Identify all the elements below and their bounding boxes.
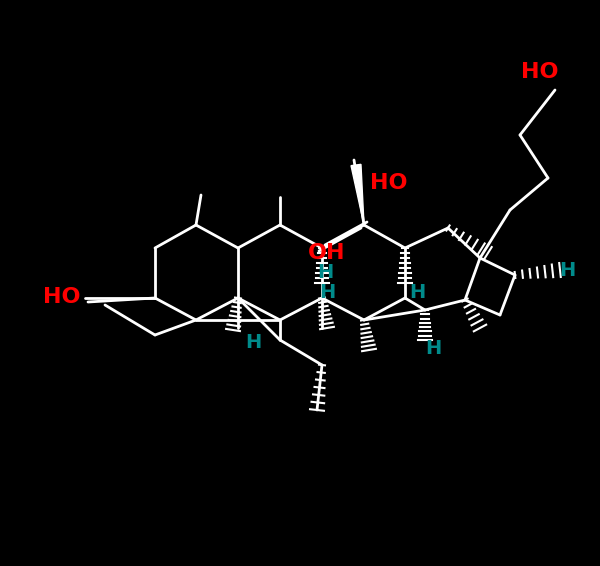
Text: H: H [409, 284, 425, 302]
Text: HO: HO [370, 173, 408, 193]
Text: H: H [245, 333, 261, 353]
Text: HO: HO [43, 287, 81, 307]
Text: H: H [319, 284, 335, 302]
Text: H: H [317, 264, 333, 282]
Text: HO: HO [521, 62, 559, 82]
Polygon shape [351, 164, 364, 225]
Text: H: H [559, 260, 575, 280]
Text: H: H [425, 338, 441, 358]
Text: OH: OH [308, 243, 346, 263]
